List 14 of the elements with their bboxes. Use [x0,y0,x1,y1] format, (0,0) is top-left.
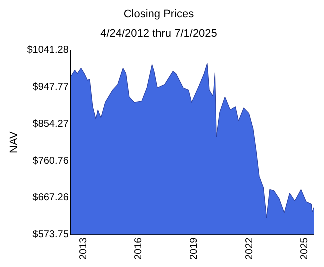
chart-title: Closing Prices [124,8,195,21]
y-tick-label: $573.75 [32,230,70,241]
x-tick-label: 2019 [188,237,200,260]
y-axis-title: NAV [8,131,21,154]
y-tick-label: $667.26 [32,192,70,204]
y-tick-label: $947.77 [32,82,70,94]
chart-subtitle: 4/24/2012 thru 7/1/2025 [100,28,218,40]
x-tick-label: 2022 [244,237,256,260]
y-tick-label: $1041.28 [27,45,70,56]
x-tick-label: 2025 [300,237,311,260]
x-tick-label: 2016 [134,237,145,260]
x-tick-label: 2013 [78,237,90,260]
y-tick-label: $854.27 [32,118,70,130]
y-tick-label: $760.76 [32,156,70,167]
